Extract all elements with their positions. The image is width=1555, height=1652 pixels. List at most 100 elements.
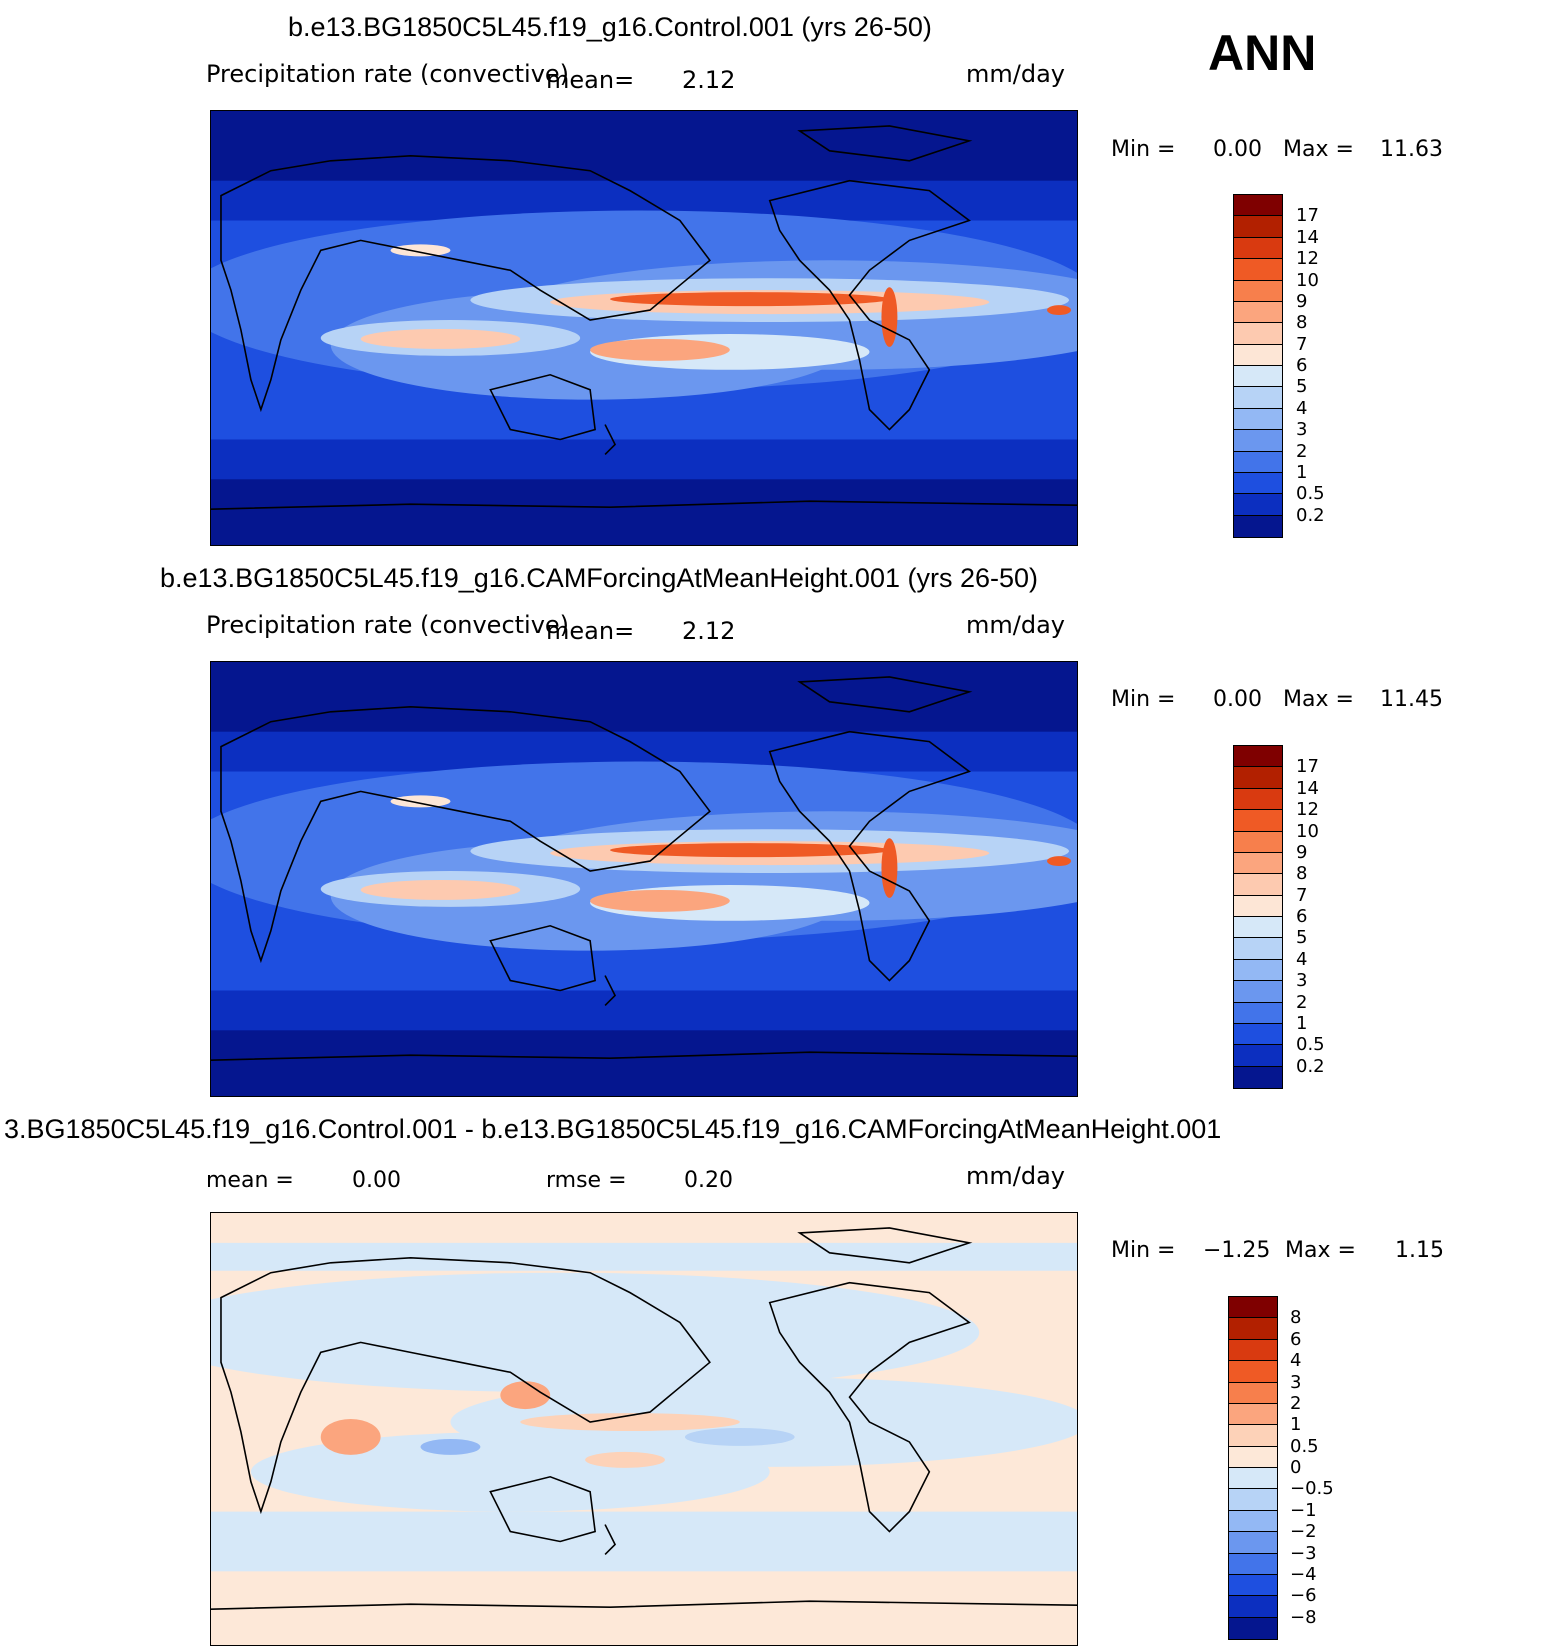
colorbar-tick-label: 1 — [1290, 1414, 1302, 1436]
colorbar-bin — [1234, 259, 1282, 281]
colorbar-tick-label: 4 — [1290, 1350, 1302, 1372]
colorbar-tick-label: 7 — [1296, 884, 1308, 906]
colorbar-tick-label: 0.5 — [1296, 1034, 1325, 1056]
colorbar-bin — [1229, 1510, 1277, 1533]
colorbar-tick-label: 10 — [1296, 269, 1319, 291]
colorbar-bin — [1234, 1045, 1282, 1067]
panel-3-min-value: −1.25 — [1203, 1238, 1271, 1263]
colorbar-bin — [1229, 1446, 1277, 1468]
panel-1-precip-field — [211, 111, 1077, 545]
colorbar-bin — [1234, 767, 1282, 789]
panel-2-mean-value: 2.12 — [682, 617, 736, 645]
colorbar-bin — [1234, 938, 1282, 960]
colorbar-tick-label: 2 — [1296, 440, 1308, 462]
panel-1-min-label: Min = — [1111, 137, 1176, 162]
colorbar-tick-label: 8 — [1296, 863, 1308, 885]
panel-2-title: b.e13.BG1850C5L45.f19_g16.CAMForcingAtMe… — [160, 563, 1039, 593]
colorbar-tick-label: 7 — [1296, 333, 1308, 355]
panel-3-title: 3.BG1850C5L45.f19_g16.Control.001 - b.e1… — [4, 1114, 1222, 1144]
panel-2-variable: Precipitation rate (convective) — [206, 611, 570, 639]
colorbar-bin — [1234, 430, 1282, 452]
panel-3-min-label: Min = — [1111, 1238, 1176, 1263]
colorbar-bin — [1234, 472, 1282, 495]
colorbar-bin — [1234, 323, 1282, 345]
panel-1-mean-value: 2.12 — [682, 66, 736, 94]
colorbar-bin — [1229, 1468, 1277, 1490]
colorbar-bin — [1234, 788, 1282, 811]
colorbar-bin — [1229, 1489, 1277, 1511]
panel-3-mean-label: mean = — [206, 1168, 294, 1193]
colorbar-bin — [1229, 1553, 1277, 1575]
colorbar-bin — [1229, 1361, 1277, 1383]
panel-3-units: mm/day — [966, 1162, 1065, 1190]
panel-1-mean-label: mean= — [546, 66, 635, 94]
colorbar-tick-label: 8 — [1290, 1307, 1302, 1329]
colorbar-bin — [1234, 746, 1282, 768]
colorbar-tick-label: −3 — [1290, 1542, 1317, 1564]
colorbar-bin — [1234, 494, 1282, 516]
colorbar-tick-label: 8 — [1296, 312, 1308, 334]
colorbar-tick-label: 5 — [1296, 927, 1308, 949]
panel-1-title: b.e13.BG1850C5L45.f19_g16.Control.001 (y… — [288, 12, 932, 42]
colorbar-bin — [1229, 1425, 1277, 1447]
panel-3-rmse-label: rmse = — [546, 1168, 627, 1193]
panel-1-min-value: 0.00 — [1213, 137, 1262, 162]
colorbar-tick-label: 2 — [1290, 1392, 1302, 1414]
colorbar-bin — [1234, 981, 1282, 1003]
colorbar-tick-label: 6 — [1290, 1328, 1302, 1350]
colorbar-tick-label: 0.2 — [1296, 1055, 1325, 1077]
colorbar-tick-label: −4 — [1290, 1563, 1317, 1585]
colorbar-tick-label: 17 — [1296, 756, 1319, 778]
panel-3-max-value: 1.15 — [1395, 1238, 1444, 1263]
colorbar-tick-label: 5 — [1296, 376, 1308, 398]
panel-2-mean-label: mean= — [546, 617, 635, 645]
colorbar-bin — [1229, 1339, 1277, 1362]
colorbar-tick-label: 1 — [1296, 461, 1308, 483]
panel-2-max-value: 11.45 — [1380, 687, 1443, 712]
colorbar-bin — [1229, 1596, 1277, 1618]
colorbar-bin — [1234, 366, 1282, 388]
panel-1-units: mm/day — [966, 60, 1065, 88]
colorbar-bin — [1234, 959, 1282, 982]
colorbar-bin — [1229, 1574, 1277, 1597]
panel-3-map — [210, 1212, 1078, 1646]
panel-3-mean-value: 0.00 — [352, 1168, 401, 1193]
colorbar-bin — [1234, 216, 1282, 238]
colorbar-tick-label: −2 — [1290, 1521, 1317, 1543]
colorbar-tick-label: 0 — [1290, 1457, 1302, 1478]
panel-2-min-value: 0.00 — [1213, 687, 1262, 712]
colorbar-tick-label: 4 — [1296, 948, 1308, 970]
colorbar-bin — [1229, 1403, 1277, 1426]
colorbar-bin — [1234, 515, 1282, 537]
panel-1-map — [210, 110, 1078, 546]
panel-3-max-label: Max = — [1285, 1238, 1356, 1263]
colorbar-tick-label: 9 — [1296, 290, 1308, 312]
panel-3-rmse-value: 0.20 — [684, 1168, 733, 1193]
colorbar-bin — [1234, 874, 1282, 896]
colorbar-bin — [1234, 344, 1282, 366]
colorbar-tick-label: 6 — [1296, 355, 1308, 376]
panel-3-difference-field — [211, 1213, 1077, 1645]
colorbar-bin — [1234, 1023, 1282, 1046]
colorbar-tick-label: 17 — [1296, 205, 1319, 227]
colorbar-bin — [1229, 1532, 1277, 1554]
colorbar-bin — [1234, 387, 1282, 409]
colorbar-tick-label: 0.5 — [1296, 483, 1325, 505]
colorbar-tick-label: 3 — [1290, 1371, 1302, 1393]
colorbar-tick-label: 1 — [1296, 1012, 1308, 1034]
colorbar-bin — [1234, 1002, 1282, 1024]
colorbar-tick-label: −0.5 — [1290, 1478, 1334, 1500]
colorbar-tick-label: 0.2 — [1296, 504, 1325, 526]
colorbar-tick-label: 10 — [1296, 820, 1319, 842]
panel-2-precip-field — [211, 662, 1077, 1096]
panel-1-max-label: Max = — [1283, 137, 1354, 162]
colorbar-bin — [1229, 1297, 1277, 1319]
colorbar-bin — [1234, 895, 1282, 917]
panel-1-colorbar — [1233, 194, 1283, 538]
colorbar-bin — [1229, 1382, 1277, 1404]
colorbar-tick-label: −6 — [1290, 1585, 1317, 1607]
panel-2-map — [210, 661, 1078, 1097]
colorbar-bin — [1234, 195, 1282, 217]
colorbar-bin — [1234, 810, 1282, 832]
panel-2-max-label: Max = — [1283, 687, 1354, 712]
